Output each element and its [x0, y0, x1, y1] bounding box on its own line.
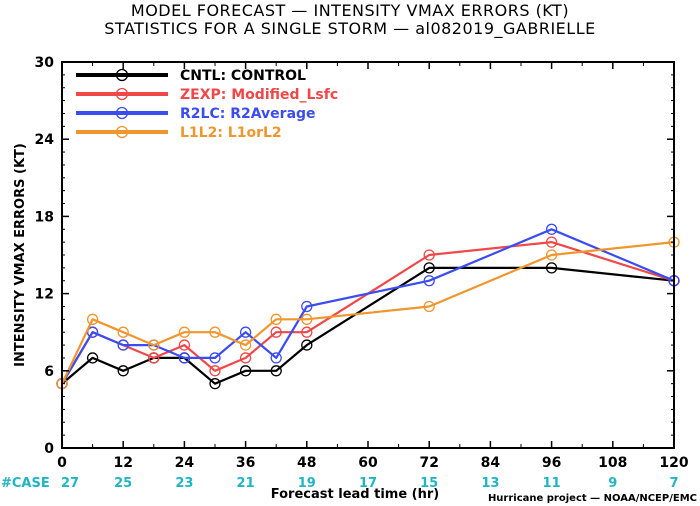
data-point [301, 300, 313, 313]
data-point [301, 313, 313, 325]
legend-item-3: L1L2: L1orL2 [76, 125, 282, 141]
data-point [178, 352, 191, 364]
x-tick-label: 60 [358, 455, 378, 471]
series-line [61, 266, 675, 385]
legend-label: ZEXP: Modified_Lsfc [180, 87, 338, 103]
case-count: 13 [481, 476, 499, 491]
legend-swatch-marker [115, 106, 129, 120]
y-tick-label: 0 [44, 441, 54, 457]
x-tick-label: 48 [297, 455, 316, 471]
x-tick-label: 12 [113, 455, 132, 471]
legend-label: CNTL: CONTROL [180, 68, 306, 84]
legend: CNTL: CONTROL ZEXP: Modified_Lsfc R2LC: R2… [76, 68, 338, 141]
legend-item-2: R2LC: R2Average [76, 106, 316, 122]
data-point [545, 249, 558, 261]
data-point [270, 313, 282, 325]
data-point [423, 262, 435, 274]
case-count: 9 [608, 476, 617, 491]
x-tick-label: 108 [598, 455, 627, 471]
x-tick-label: 96 [542, 455, 561, 471]
axes-layer: 0 12 24 36 48 60 72 84 96 108 120 0 6 12 18 24 30 [35, 55, 689, 471]
x-tick-label: 120 [659, 455, 688, 471]
x-tick-label: 0 [57, 455, 67, 471]
case-count: 15 [420, 476, 438, 491]
data-point [209, 365, 221, 377]
legend-label: L1L2: L1orL2 [180, 125, 282, 141]
chart-title-line-1: MODEL FORECAST — INTENSITY VMAX ERRORS (… [130, 1, 570, 20]
data-point [545, 262, 558, 274]
case-count: 11 [543, 476, 561, 491]
data-point [148, 352, 160, 364]
legend-swatch-marker [115, 125, 129, 139]
data-point [117, 326, 129, 338]
series-3 [56, 236, 680, 390]
legend-label: R2LC: R2Average [180, 106, 316, 122]
x-tick-label: 24 [175, 455, 195, 471]
data-point [86, 352, 99, 364]
series-0 [56, 262, 680, 390]
case-count: 25 [114, 476, 132, 491]
case-count: 23 [175, 476, 193, 491]
chart-title-line-2: STATISTICS FOR A SINGLE STORM — al082019… [104, 19, 596, 38]
data-point [270, 326, 282, 338]
series-layer [56, 223, 680, 390]
data-point [423, 249, 435, 261]
data-point [423, 300, 435, 313]
x-tick-label: 84 [481, 455, 501, 471]
y-tick-label: 6 [44, 364, 54, 380]
credit-text: Hurricane project — NOAA/NCEP/EMC [488, 493, 697, 504]
y-tick-label: 18 [35, 209, 54, 225]
data-point [239, 352, 252, 364]
legend-item-0: CNTL: CONTROL [76, 68, 306, 84]
case-count: 7 [669, 476, 678, 491]
data-point [178, 339, 191, 351]
data-point [117, 339, 129, 351]
x-tick-label: 36 [236, 455, 255, 471]
x-tick-label: 72 [419, 455, 438, 471]
data-point [270, 352, 282, 364]
y-tick-label: 30 [35, 55, 55, 71]
case-label: #CASE [1, 476, 50, 491]
data-point [301, 339, 313, 351]
case-count: 17 [359, 476, 377, 491]
data-point [209, 326, 221, 338]
data-point [117, 365, 129, 377]
data-point [148, 339, 160, 351]
data-point [209, 352, 221, 364]
case-count: 27 [61, 476, 79, 491]
data-point [270, 365, 282, 377]
data-point [239, 365, 252, 377]
data-point [423, 275, 435, 287]
y-tick-label: 24 [35, 132, 55, 148]
case-count: 19 [298, 476, 316, 491]
plot-frame [61, 61, 675, 449]
data-point [86, 313, 99, 325]
data-point [209, 378, 221, 390]
legend-item-1: ZEXP: Modified_Lsfc [76, 87, 338, 103]
x-axis-label: Forecast lead time (hr) [271, 487, 439, 502]
data-point [545, 223, 558, 235]
data-point [545, 236, 558, 248]
case-count: 21 [237, 476, 255, 491]
legend-swatch-marker [115, 68, 129, 82]
data-point [239, 326, 252, 338]
y-axis-label: INTENSITY VMAX ERRORS (KT) [13, 143, 28, 367]
data-point [239, 339, 252, 351]
labels-layer: Forecast lead time (hr) INTENSITY VMAX ER… [1, 143, 697, 504]
data-point [301, 326, 313, 338]
data-point [178, 326, 191, 338]
y-tick-label: 12 [35, 287, 54, 303]
legend-swatch-marker [115, 87, 129, 101]
